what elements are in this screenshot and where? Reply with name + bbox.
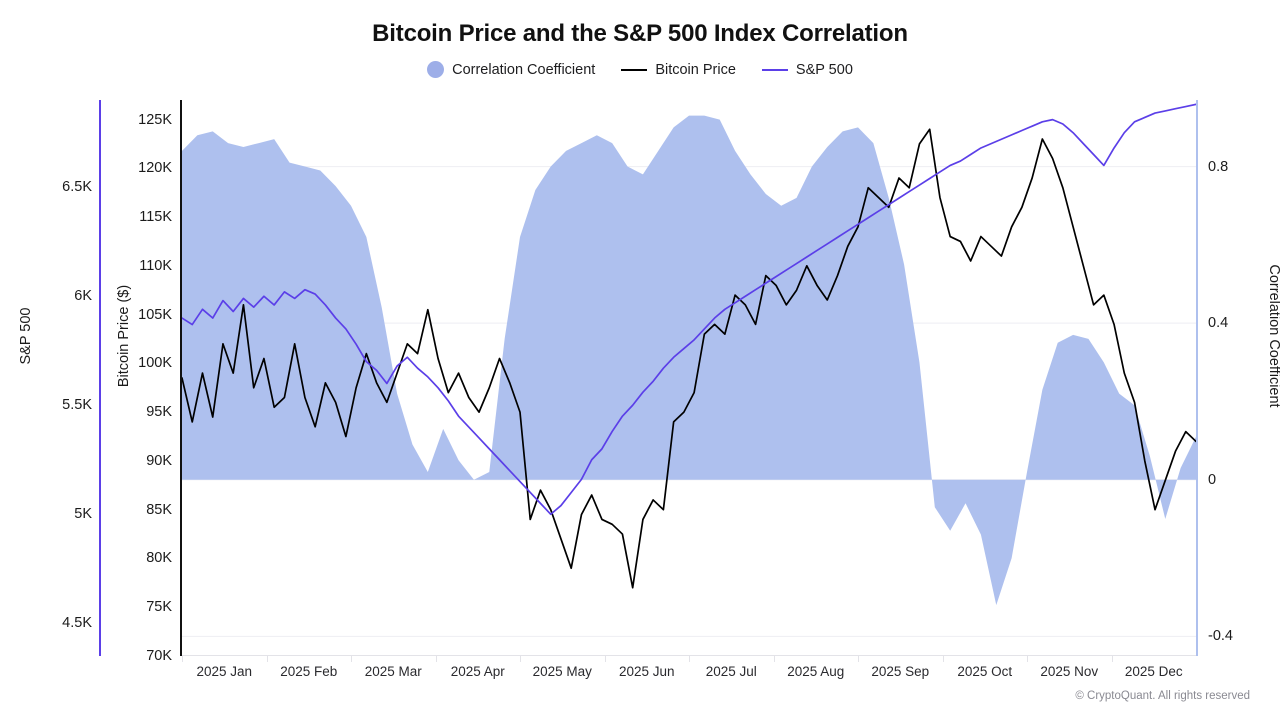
x-tick-label-1: 2025 Feb xyxy=(280,664,338,679)
x-tick-mark-5 xyxy=(604,655,606,662)
sp500-line-series xyxy=(182,103,1196,516)
legend-item-bitcoin[interactable]: Bitcoin Price xyxy=(621,62,736,78)
x-tick-mark-8 xyxy=(858,655,859,662)
bitcoin-tick-5: 100K xyxy=(138,355,172,372)
x-tick-label-11: 2025 Dec xyxy=(1124,664,1183,679)
sp500-tick-labels: 6.5K 6K 5.5K 5K 4.5K xyxy=(22,100,92,656)
x-tick-label-0: 2025 Jan xyxy=(196,664,253,679)
correlation-tick-2: 0 xyxy=(1208,471,1217,488)
x-tick-mark-9 xyxy=(942,655,944,662)
correlation-tick-3: -0.4 xyxy=(1208,628,1233,645)
chart-canvas xyxy=(182,103,1196,637)
x-tick-label-3: 2025 Apr xyxy=(450,664,505,679)
x-tick-label-10: 2025 Nov xyxy=(1040,664,1099,679)
x-tick-mark-0 xyxy=(182,655,183,662)
sp500-tick-3: 5K xyxy=(74,506,92,523)
legend-item-correlation[interactable]: Correlation Coefficient xyxy=(427,61,595,78)
sp500-tick-4: 4.5K xyxy=(62,615,92,632)
x-tick-label-4: 2025 May xyxy=(532,664,592,679)
bitcoin-tick-10: 75K xyxy=(146,599,172,616)
legend-label-correlation: Correlation Coefficient xyxy=(452,61,596,78)
sp500-tick-1: 6K xyxy=(74,288,92,305)
bitcoin-tick-1: 120K xyxy=(138,160,172,177)
correlation-axis-spine xyxy=(1196,100,1198,656)
x-tick-label-2: 2025 Mar xyxy=(364,664,422,679)
bitcoin-tick-9: 80K xyxy=(146,550,172,567)
bitcoin-tick-labels: 125K 120K 115K 110K 105K 100K 95K 90K 85K 80K 75K 7… xyxy=(108,100,172,665)
copyright-footer: © CryptoQuant. All rights reserved xyxy=(1075,690,1250,702)
bitcoin-tick-2: 115K xyxy=(139,209,172,226)
bitcoin-tick-6: 95K xyxy=(146,404,172,421)
correlation-tick-1: 0.4 xyxy=(1208,315,1229,332)
sp500-line-swatch-icon xyxy=(761,68,788,71)
bitcoin-price-line-series xyxy=(182,128,1196,589)
x-tick-label-6: 2025 Jul xyxy=(705,664,757,679)
x-tick-label-5: 2025 Jun xyxy=(618,664,675,679)
correlation-tick-0: 0.8 xyxy=(1208,158,1229,175)
x-tick-label-8: 2025 Sep xyxy=(871,664,930,679)
x-tick-mark-1 xyxy=(266,655,268,662)
correlation-tick-labels: 0.8 0.4 0 -0.4 xyxy=(1208,100,1268,656)
bitcoin-line-swatch-icon xyxy=(621,68,648,71)
legend-item-sp500[interactable]: S&P 500 xyxy=(761,61,853,78)
bitcoin-tick-11: 70K xyxy=(146,648,172,664)
sp500-axis-spine xyxy=(99,100,101,656)
chart-legend: Correlation Coefficient Bitcoin Price S&… xyxy=(0,61,1280,78)
sp500-tick-0: 6.5K xyxy=(62,179,92,196)
x-tick-mark-11 xyxy=(1111,655,1113,662)
x-tick-mark-4 xyxy=(520,655,521,662)
sp500-tick-2: 5.5K xyxy=(62,397,92,414)
legend-label-sp500: S&P 500 xyxy=(795,61,853,78)
x-tick-mark-2 xyxy=(351,655,352,662)
bitcoin-tick-8: 85K xyxy=(146,501,172,518)
plot-area xyxy=(182,100,1196,656)
legend-label-bitcoin: Bitcoin Price xyxy=(655,61,736,78)
correlation-axis-title: Correlation Coefficient xyxy=(1266,264,1280,408)
x-tick-mark-10 xyxy=(1027,655,1028,662)
x-axis-tick-labels: 2025 Jan 2025 Feb 2025 Mar 2025 Apr 2025 May… xyxy=(182,664,1196,688)
x-tick-mark-3 xyxy=(435,655,437,662)
bitcoin-axis-spine xyxy=(180,100,182,656)
page-title: Bitcoin Price and the S&P 500 Index Corr… xyxy=(372,20,908,47)
bitcoin-tick-4: 105K xyxy=(138,306,172,323)
correlation-area-series xyxy=(182,115,1196,606)
x-tick-mark-6 xyxy=(689,655,690,662)
bitcoin-tick-7: 90K xyxy=(146,452,172,469)
x-tick-mark-7 xyxy=(773,655,775,662)
correlation-swatch-icon xyxy=(427,61,445,78)
x-tick-label-9: 2025 Oct xyxy=(957,664,1013,679)
bitcoin-tick-0: 125K xyxy=(138,111,172,128)
x-tick-label-7: 2025 Aug xyxy=(787,664,845,679)
bitcoin-tick-3: 110K xyxy=(139,257,172,274)
